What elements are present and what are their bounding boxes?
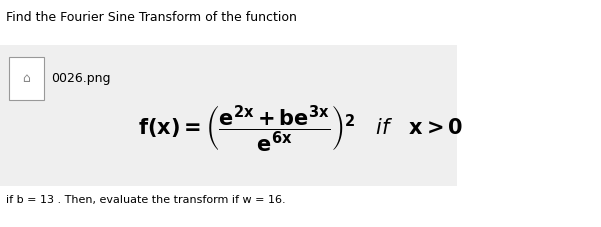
Text: Find the Fourier Sine Transform of the function: Find the Fourier Sine Transform of the f…	[6, 11, 297, 24]
Text: 0026.png: 0026.png	[51, 72, 111, 85]
FancyBboxPatch shape	[9, 57, 44, 100]
Text: ⌂: ⌂	[22, 72, 31, 85]
Text: $\mathbf{f(x)=\left(\dfrac{e^{2x}+be^{3x}}{e^{6x}}\right)^{2}}$   $\mathit{if}$ : $\mathbf{f(x)=\left(\dfrac{e^{2x}+be^{3x…	[138, 104, 463, 155]
FancyBboxPatch shape	[0, 45, 457, 186]
Text: if b = 13 . Then, evaluate the transform if w = 16.: if b = 13 . Then, evaluate the transform…	[6, 195, 285, 205]
